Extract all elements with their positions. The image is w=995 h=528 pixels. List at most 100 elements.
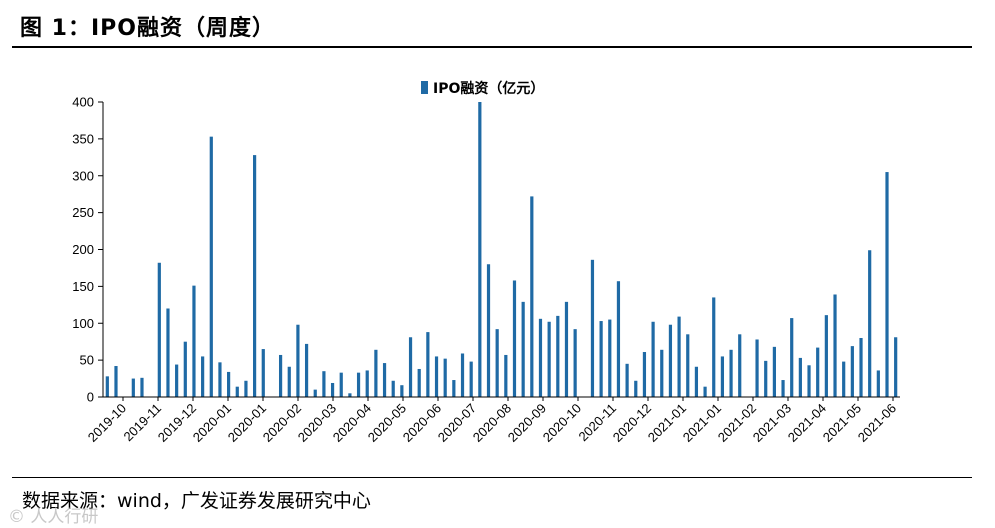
- bar: [495, 329, 499, 397]
- bar: [816, 347, 820, 397]
- y-tick-label: 0: [87, 390, 94, 405]
- bar: [720, 356, 725, 397]
- bar: [218, 362, 222, 397]
- bar: [201, 356, 205, 397]
- watermark: © 人人行研: [8, 507, 99, 527]
- bar: [781, 380, 785, 397]
- bar: [894, 337, 898, 397]
- bar: [209, 136, 213, 397]
- bar: [469, 361, 473, 397]
- bar: [287, 366, 291, 397]
- ipo-bar-chart: IPO融资（亿元） 0 50 100 150 200 250 300 350 400 2019-…: [72, 80, 900, 445]
- bar: [356, 372, 361, 397]
- bar: [729, 349, 733, 397]
- bar: [530, 196, 534, 397]
- bar: [417, 368, 421, 397]
- bar: [175, 364, 179, 397]
- y-tick-label: 300: [72, 168, 94, 183]
- bar: [382, 363, 387, 397]
- bar: [330, 382, 335, 397]
- bar: [512, 280, 517, 397]
- y-axis: 0 50 100 150 200 250 300 350 400: [72, 95, 104, 405]
- bar: [616, 281, 621, 397]
- source-note: 数据来源：wind，广发证券发展研究中心: [22, 490, 371, 512]
- title-divider: [12, 46, 972, 48]
- y-tick-label: 150: [72, 279, 94, 294]
- bars: [105, 102, 898, 398]
- bar: [114, 366, 118, 397]
- bar: [573, 329, 577, 397]
- bar: [755, 339, 759, 397]
- bar: [807, 365, 811, 397]
- bar: [764, 360, 768, 397]
- y-tick-label: 400: [72, 95, 94, 110]
- bar: [660, 349, 664, 397]
- bar: [192, 285, 196, 397]
- bar: [278, 354, 283, 397]
- x-tick-label: 2020-10: [540, 401, 584, 445]
- y-tick-label: 250: [72, 205, 94, 220]
- chart-legend: IPO融资（亿元）: [421, 80, 544, 97]
- bar: [486, 264, 491, 397]
- bar: [608, 319, 612, 397]
- bar: [365, 370, 369, 397]
- bar: [166, 308, 170, 397]
- bar: [521, 301, 525, 397]
- y-tick-label: 200: [72, 242, 94, 257]
- bar: [694, 366, 699, 397]
- bar: [564, 301, 569, 397]
- bar: [504, 354, 508, 397]
- bar: [452, 380, 456, 397]
- bar: [374, 349, 378, 397]
- x-tick-label: 2021-06: [855, 401, 899, 445]
- bar: [772, 346, 776, 397]
- bar: [833, 294, 837, 397]
- bar: [677, 316, 681, 397]
- bar: [859, 338, 863, 397]
- bar: [651, 321, 655, 397]
- bar: [798, 357, 802, 397]
- bar: [227, 371, 231, 397]
- y-tick-label: 350: [72, 131, 94, 146]
- y-tick-label: 100: [72, 316, 94, 331]
- bar: [253, 155, 257, 397]
- bar: [313, 389, 317, 398]
- bar: [625, 363, 629, 397]
- bar: [235, 386, 239, 397]
- bar: [304, 343, 309, 397]
- bar: [400, 385, 404, 397]
- bar: [348, 393, 352, 397]
- bar: [686, 334, 690, 397]
- bar: [322, 371, 326, 397]
- bar: [590, 259, 595, 397]
- bar: [668, 324, 673, 397]
- bar: [712, 297, 716, 397]
- bar: [157, 262, 161, 397]
- bar: [790, 318, 794, 397]
- legend-label: IPO融资（亿元）: [433, 80, 544, 97]
- bar: [261, 349, 265, 397]
- bar: [408, 337, 413, 397]
- bar: [556, 315, 560, 398]
- bar: [339, 372, 343, 397]
- bar: [824, 315, 828, 397]
- bar: [183, 341, 187, 397]
- bar: [885, 172, 889, 397]
- bar: [850, 346, 854, 397]
- bar: [443, 358, 447, 397]
- bar: [642, 352, 647, 397]
- bar: [547, 321, 551, 397]
- bar: [738, 334, 742, 397]
- bar: [538, 318, 543, 397]
- bar: [599, 321, 603, 397]
- figure-title: 图 1：IPO融资（周度）: [20, 16, 275, 41]
- x-tick-label: 2019-10: [85, 401, 129, 445]
- y-tick-label: 50: [80, 353, 94, 368]
- bar: [434, 356, 439, 397]
- bar: [634, 380, 638, 397]
- bar: [478, 102, 482, 397]
- bar: [296, 324, 300, 397]
- bar: [703, 386, 707, 397]
- footer-divider: [12, 477, 972, 478]
- x-axis: 2019-102019-112019-122020-012020-012020-…: [85, 396, 900, 445]
